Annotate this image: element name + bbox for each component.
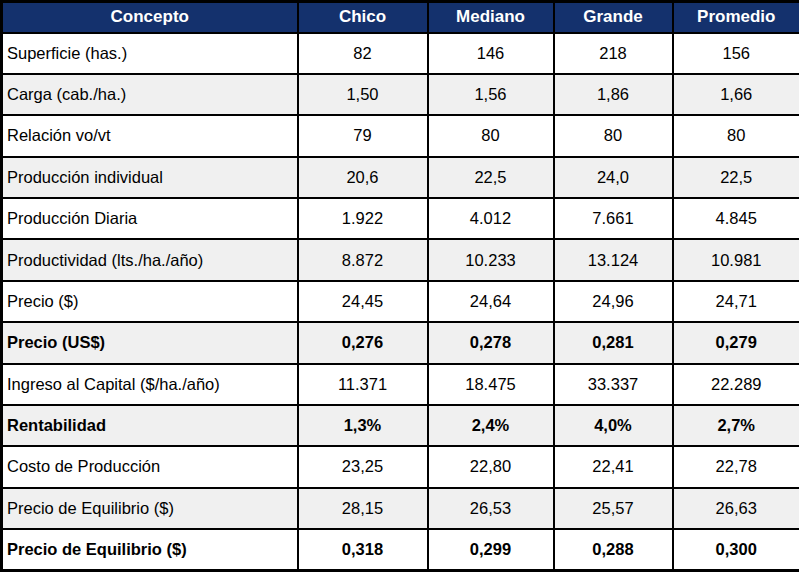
cell-value: 26,53: [428, 488, 554, 529]
row-label: Superficie (has.): [2, 33, 298, 74]
cell-value: 80: [554, 115, 673, 156]
table-row: Rentabilidad 1,3% 2,4% 4,0% 2,7%: [2, 405, 799, 446]
column-header-grande: Grande: [554, 2, 673, 33]
cell-value: 2,4%: [428, 405, 554, 446]
cell-value: 156: [673, 33, 799, 74]
cell-value: 0,318: [298, 529, 428, 571]
row-label: Precio de Equilibrio ($): [2, 488, 298, 529]
cell-value: 22,78: [673, 446, 799, 487]
cell-value: 24,45: [298, 281, 428, 322]
cell-value: 13.124: [554, 239, 673, 280]
table-row: Precio (US$) 0,276 0,278 0,281 0,279: [2, 322, 799, 363]
column-header-promedio: Promedio: [673, 2, 799, 33]
cell-value: 22,5: [428, 157, 554, 198]
row-label: Producción individual: [2, 157, 298, 198]
row-label: Rentabilidad: [2, 405, 298, 446]
cell-value: 26,63: [673, 488, 799, 529]
cell-value: 22,5: [673, 157, 799, 198]
row-label: Carga (cab./ha.): [2, 74, 298, 115]
cell-value: 82: [298, 33, 428, 74]
cell-value: 1,86: [554, 74, 673, 115]
cell-value: 18.475: [428, 364, 554, 405]
table-row: Producción individual 20,6 22,5 24,0 22,…: [2, 157, 799, 198]
cell-value: 22.289: [673, 364, 799, 405]
cell-value: 23,25: [298, 446, 428, 487]
table-row: Superficie (has.) 82 146 218 156: [2, 33, 799, 74]
table-row: Relación vo/vt 79 80 80 80: [2, 115, 799, 156]
column-header-concepto: Concepto: [2, 2, 298, 33]
cell-value: 0,279: [673, 322, 799, 363]
cell-value: 146: [428, 33, 554, 74]
cell-value: 33.337: [554, 364, 673, 405]
cell-value: 0,276: [298, 322, 428, 363]
table-row: Producción Diaria 1.922 4.012 7.661 4.84…: [2, 198, 799, 239]
cell-value: 0,288: [554, 529, 673, 571]
table-row: Carga (cab./ha.) 1,50 1,56 1,86 1,66: [2, 74, 799, 115]
cell-value: 24,71: [673, 281, 799, 322]
table-row: Precio de Equilibrio ($) 28,15 26,53 25,…: [2, 488, 799, 529]
row-label: Precio (US$): [2, 322, 298, 363]
cell-value: 80: [428, 115, 554, 156]
table-row: Costo de Producción 23,25 22,80 22,41 22…: [2, 446, 799, 487]
table-row: Ingreso al Capital ($/ha./año) 11.371 18…: [2, 364, 799, 405]
cell-value: 22,80: [428, 446, 554, 487]
table-row: Precio de Equilibrio ($) 0,318 0,299 0,2…: [2, 529, 799, 571]
cell-value: 0,300: [673, 529, 799, 571]
row-label: Ingreso al Capital ($/ha./año): [2, 364, 298, 405]
cell-value: 0,278: [428, 322, 554, 363]
cell-value: 20,6: [298, 157, 428, 198]
cell-value: 4.012: [428, 198, 554, 239]
cell-value: 2,7%: [673, 405, 799, 446]
cell-value: 0,299: [428, 529, 554, 571]
cell-value: 0,281: [554, 322, 673, 363]
cell-value: 1,3%: [298, 405, 428, 446]
cell-value: 218: [554, 33, 673, 74]
row-label: Precio ($): [2, 281, 298, 322]
comparison-table-container: Concepto Chico Mediano Grande Promedio S…: [0, 0, 799, 572]
cell-value: 24,64: [428, 281, 554, 322]
cell-value: 28,15: [298, 488, 428, 529]
cell-value: 8.872: [298, 239, 428, 280]
cell-value: 10.233: [428, 239, 554, 280]
table-row: Productividad (lts./ha./año) 8.872 10.23…: [2, 239, 799, 280]
table-row: Precio ($) 24,45 24,64 24,96 24,71: [2, 281, 799, 322]
cell-value: 24,0: [554, 157, 673, 198]
column-header-mediano: Mediano: [428, 2, 554, 33]
cell-value: 79: [298, 115, 428, 156]
cell-value: 10.981: [673, 239, 799, 280]
cell-value: 25,57: [554, 488, 673, 529]
row-label: Costo de Producción: [2, 446, 298, 487]
cell-value: 1,50: [298, 74, 428, 115]
farm-comparison-table: Concepto Chico Mediano Grande Promedio S…: [0, 0, 799, 572]
cell-value: 4,0%: [554, 405, 673, 446]
cell-value: 11.371: [298, 364, 428, 405]
row-label: Relación vo/vt: [2, 115, 298, 156]
cell-value: 22,41: [554, 446, 673, 487]
cell-value: 24,96: [554, 281, 673, 322]
cell-value: 4.845: [673, 198, 799, 239]
row-label: Producción Diaria: [2, 198, 298, 239]
column-header-chico: Chico: [298, 2, 428, 33]
cell-value: 1.922: [298, 198, 428, 239]
cell-value: 80: [673, 115, 799, 156]
cell-value: 7.661: [554, 198, 673, 239]
cell-value: 1,56: [428, 74, 554, 115]
cell-value: 1,66: [673, 74, 799, 115]
row-label: Productividad (lts./ha./año): [2, 239, 298, 280]
header-row: Concepto Chico Mediano Grande Promedio: [2, 2, 799, 33]
row-label: Precio de Equilibrio ($): [2, 529, 298, 571]
